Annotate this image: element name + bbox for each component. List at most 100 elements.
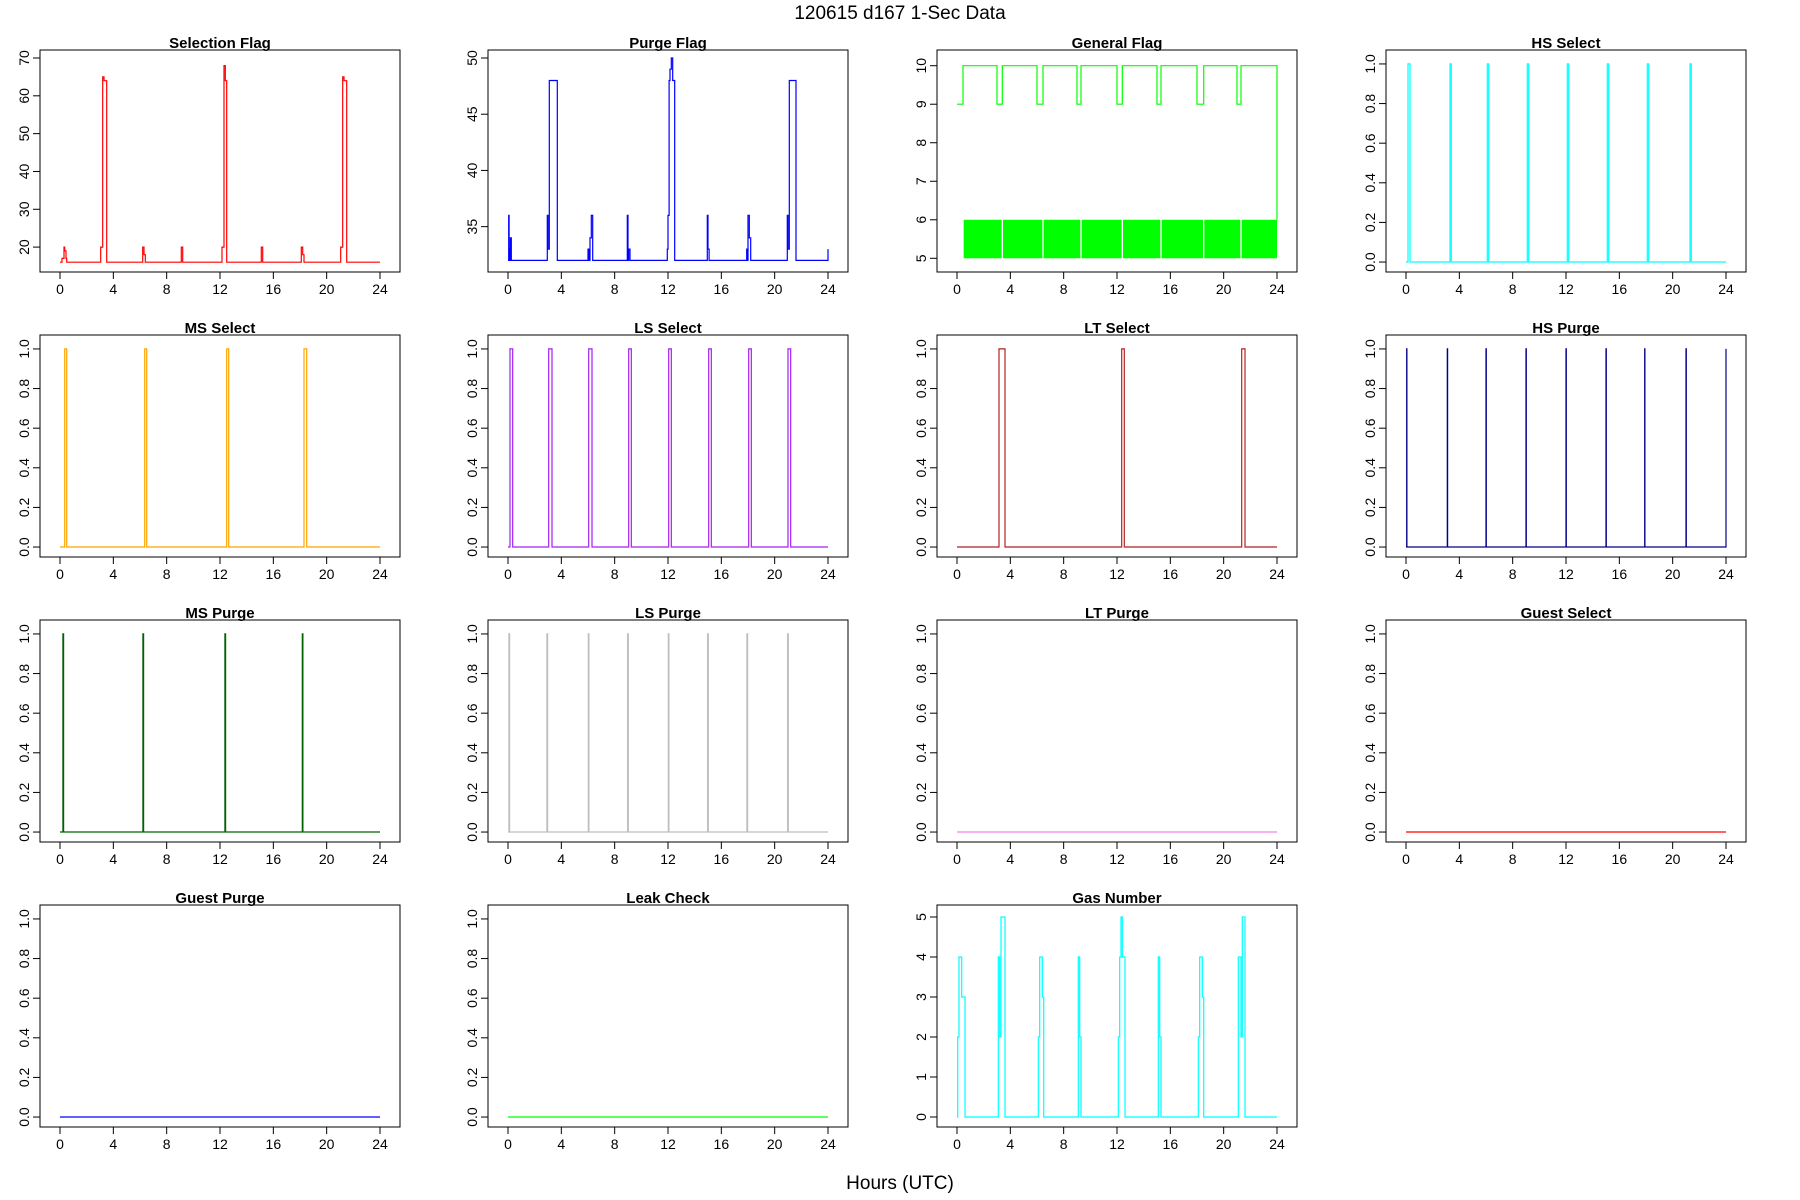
x-tick-label: 12	[660, 851, 676, 867]
y-tick-label: 0.8	[16, 949, 32, 969]
x-tick-label: 16	[266, 281, 282, 297]
panel-5: LS Select 0 4 8 12 16 20 24 0.0 0.2 0.4 0.6 0.8 1.0	[464, 320, 849, 582]
y-tick-label: 35	[464, 219, 480, 235]
y-tick-label: 0.6	[913, 703, 929, 723]
y-tick-label: 0.2	[913, 782, 929, 802]
x-tick-label: 0	[504, 1136, 512, 1152]
x-tick-label: 20	[319, 281, 335, 297]
plot-frame	[1385, 49, 1747, 273]
y-tick-label: 0.2	[464, 782, 480, 802]
x-tick-label: 0	[56, 851, 64, 867]
x-tick-label: 20	[319, 1136, 335, 1152]
panel-7: HS Purge 0 4 8 12 16 20 24 0.0 0.2 0.4 0.6 0.8 1.0	[1362, 320, 1747, 582]
panel-title: Purge Flag	[629, 35, 707, 52]
toggle-band	[1123, 219, 1161, 259]
y-tick-label: 0.8	[16, 379, 32, 399]
x-tick-label: 12	[1109, 1136, 1125, 1152]
x-tick-label: 12	[212, 281, 228, 297]
y-tick-label: 0.6	[1362, 418, 1378, 438]
y-tick-label: 0.4	[464, 1028, 480, 1048]
y-tick-label: 0.4	[1362, 173, 1378, 193]
x-tick-label: 12	[1558, 281, 1574, 297]
x-tick-label: 24	[372, 851, 388, 867]
x-tick-label: 16	[1612, 566, 1628, 582]
x-tick-label: 8	[163, 851, 171, 867]
x-tick-label: 24	[820, 851, 836, 867]
panel-title: Gas Number	[1072, 890, 1161, 907]
y-tick-label: 0.8	[913, 379, 929, 399]
x-tick-label: 4	[109, 851, 117, 867]
x-tick-label: 4	[1455, 281, 1463, 297]
x-tick-label: 12	[660, 1136, 676, 1152]
y-tick-label: 1.0	[464, 624, 480, 644]
x-tick-label: 24	[820, 566, 836, 582]
x-tick-label: 12	[1109, 851, 1125, 867]
y-tick-label: 0.6	[1362, 133, 1378, 153]
panel-title: Selection Flag	[169, 35, 271, 52]
y-tick-label: 0.8	[464, 949, 480, 969]
x-tick-label: 16	[1163, 1136, 1179, 1152]
x-tick-label: 4	[557, 851, 565, 867]
y-tick-label: 7	[913, 177, 929, 185]
x-tick-label: 0	[953, 566, 961, 582]
y-tick-label: 1.0	[464, 339, 480, 359]
y-tick-label: 0.8	[464, 379, 480, 399]
series-line	[957, 65, 1278, 220]
series-line	[60, 65, 380, 263]
y-tick-label: 0.0	[16, 1107, 32, 1127]
y-tick-label: 0.6	[16, 703, 32, 723]
panel-title: MS Purge	[185, 605, 254, 622]
y-tick-label: 6	[913, 216, 929, 224]
x-tick-label: 8	[611, 566, 619, 582]
panel-title: HS Purge	[1532, 320, 1600, 337]
x-tick-label: 20	[319, 851, 335, 867]
y-tick-label: 0.2	[913, 497, 929, 517]
series-line	[957, 916, 1277, 1118]
y-tick-label: 1	[913, 1073, 929, 1081]
x-tick-label: 12	[1558, 566, 1574, 582]
x-tick-label: 16	[714, 851, 730, 867]
y-tick-label: 5	[913, 254, 929, 262]
x-tick-label: 20	[1216, 1136, 1232, 1152]
y-tick-label: 1.0	[1362, 54, 1378, 74]
x-tick-label: 8	[611, 851, 619, 867]
y-tick-label: 0.2	[1362, 782, 1378, 802]
x-tick-label: 4	[557, 566, 565, 582]
panel-title: LT Purge	[1085, 605, 1149, 622]
plot-frame	[1385, 619, 1747, 843]
x-tick-label: 0	[504, 851, 512, 867]
x-tick-label: 8	[1509, 851, 1517, 867]
x-tick-label: 8	[1060, 851, 1068, 867]
x-tick-label: 8	[1509, 566, 1517, 582]
panel-6: LT Select 0 4 8 12 16 20 24 0.0 0.2 0.4 0.6 0.8 1.0	[913, 320, 1298, 582]
x-tick-label: 24	[372, 566, 388, 582]
y-tick-label: 0.6	[1362, 703, 1378, 723]
x-tick-label: 12	[1558, 851, 1574, 867]
x-tick-label: 4	[557, 1136, 565, 1152]
y-tick-label: 50	[464, 50, 480, 66]
x-tick-label: 4	[1006, 851, 1014, 867]
series-line	[508, 57, 829, 261]
x-tick-label: 12	[1109, 281, 1125, 297]
plot-frame	[936, 334, 1298, 558]
x-tick-label: 20	[319, 566, 335, 582]
y-tick-label: 0.6	[16, 988, 32, 1008]
plot-frame	[39, 619, 401, 843]
panel-11: Guest Select 0 4 8 12 16 20 24 0.0 0.2 0.4 0.6 0.8 1.…	[1362, 605, 1747, 867]
x-tick-label: 20	[1665, 851, 1681, 867]
panel-title: LT Select	[1084, 320, 1150, 337]
x-tick-label: 4	[109, 281, 117, 297]
x-tick-label: 16	[1612, 851, 1628, 867]
y-tick-label: 1.0	[1362, 339, 1378, 359]
x-tick-label: 8	[1509, 281, 1517, 297]
y-tick-label: 1.0	[16, 624, 32, 644]
y-tick-label: 0.4	[16, 458, 32, 478]
panel-13: Leak Check 0 4 8 12 16 20 24 0.0 0.2 0.4 0.6 0.8 1.0	[464, 890, 849, 1152]
x-tick-label: 16	[1163, 851, 1179, 867]
x-tick-label: 20	[1216, 566, 1232, 582]
x-tick-label: 4	[1455, 566, 1463, 582]
x-tick-label: 12	[212, 851, 228, 867]
y-tick-label: 1.0	[913, 339, 929, 359]
y-tick-label: 0.6	[16, 418, 32, 438]
x-tick-label: 12	[212, 566, 228, 582]
